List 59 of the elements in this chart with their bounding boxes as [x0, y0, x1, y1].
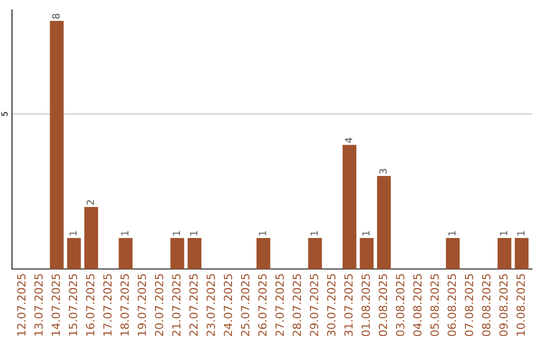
- x-tick-label: 03.08.2025: [396, 274, 404, 336]
- x-tick-label: 23.07.2025: [206, 274, 215, 336]
- x-tick-label: 29.07.2025: [310, 274, 318, 336]
- x-tick-label: 30.07.2025: [327, 274, 336, 336]
- x-tick-label: 24.07.2025: [224, 274, 232, 336]
- x-tick-label: 26.07.2025: [258, 274, 267, 336]
- x-tick-label: 19.07.2025: [138, 274, 146, 336]
- bar: [308, 238, 322, 269]
- data-label: 1: [258, 231, 266, 236]
- x-tick-label: 07.08.2025: [464, 274, 474, 336]
- bar: [377, 176, 391, 269]
- bar: [498, 238, 512, 269]
- bar: [360, 238, 374, 269]
- bar: [256, 238, 270, 269]
- bar: [50, 20, 64, 269]
- bar: [446, 238, 460, 269]
- x-tick-label: 14.07.2025: [52, 274, 60, 336]
- x-tick-label: 27.07.2025: [275, 274, 284, 336]
- x-tick-label: 05.08.2025: [430, 274, 439, 336]
- x-tick-label: 22.07.2025: [189, 274, 198, 336]
- data-label: 2: [86, 200, 94, 205]
- data-label: 4: [345, 138, 352, 143]
- data-label: 1: [448, 231, 456, 236]
- x-tick-label: 16.07.2025: [86, 274, 94, 336]
- x-tick-label: 25.07.2025: [240, 274, 250, 336]
- x-tick-label: 10.08.2025: [516, 274, 525, 336]
- x-tick-label: 09.08.2025: [499, 274, 508, 336]
- x-tick-label: 18.07.2025: [120, 274, 129, 336]
- x-tick-label: 02.08.2025: [378, 274, 388, 336]
- x-tick-label: 13.07.2025: [34, 274, 43, 336]
- x-tick-label: 21.07.2025: [172, 274, 181, 336]
- x-tick-label: 15.07.2025: [68, 274, 78, 336]
- bar: [514, 238, 529, 269]
- x-tick-label: 06.08.2025: [448, 274, 456, 336]
- y-tick-label: 5: [1, 112, 8, 116]
- bar: [118, 238, 133, 269]
- data-label: 1: [517, 231, 524, 236]
- x-tick-label: 01.08.2025: [362, 274, 370, 336]
- x-tick-label: 28.07.2025: [292, 274, 302, 336]
- x-tick-label: 17.07.2025: [103, 274, 112, 336]
- data-label: 3: [379, 168, 387, 174]
- bar: [170, 238, 184, 269]
- bar: [188, 238, 202, 269]
- x-tick-label: 12.07.2025: [17, 274, 26, 336]
- x-tick-label: 20.07.2025: [154, 274, 164, 336]
- bar: [342, 144, 356, 269]
- data-label: 1: [500, 231, 508, 236]
- bar: [67, 238, 81, 269]
- data-label: 1: [70, 231, 77, 236]
- data-label: 1: [362, 231, 370, 236]
- data-label: 1: [310, 231, 318, 236]
- data-label: 1: [121, 231, 128, 236]
- data-label: 1: [190, 231, 198, 236]
- data-label: 1: [172, 231, 180, 236]
- x-tick-label: 04.08.2025: [413, 274, 422, 336]
- data-label: 8: [52, 14, 60, 19]
- x-tick-label: 31.07.2025: [344, 274, 353, 336]
- x-tick-label: 08.08.2025: [482, 274, 490, 336]
- bar: [84, 206, 98, 269]
